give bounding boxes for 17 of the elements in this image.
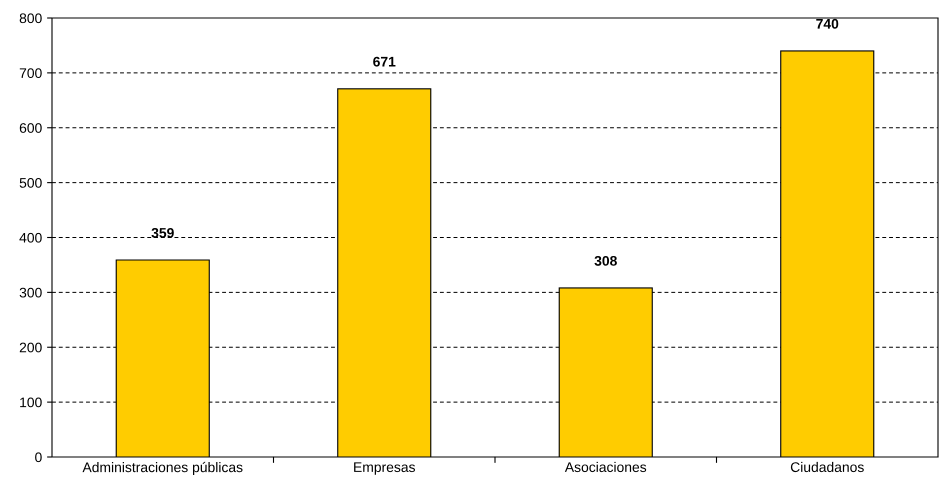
data-label: 740 <box>816 18 838 29</box>
data-label: 308 <box>594 256 617 266</box>
y-tick-label: 500 <box>20 178 42 188</box>
x-tick-label: Ciudadanos <box>790 462 864 472</box>
y-tick-label: 100 <box>20 397 42 408</box>
y-tick-label: 300 <box>20 288 42 298</box>
y-tick-label: 700 <box>20 68 42 78</box>
x-tick-label: Administraciones públicas <box>82 462 243 475</box>
y-tick-label: 0 <box>35 452 42 462</box>
data-label: 359 <box>151 228 174 238</box>
x-tick-label: Asociaciones <box>564 462 646 472</box>
y-tick-label: 400 <box>19 232 42 243</box>
x-tick-label: Empresas <box>354 462 416 475</box>
y-tick-label: 800 <box>20 13 42 24</box>
y-tick-label: 600 <box>20 123 42 133</box>
data-label: 671 <box>373 56 396 67</box>
y-tick-label: 200 <box>20 342 42 352</box>
